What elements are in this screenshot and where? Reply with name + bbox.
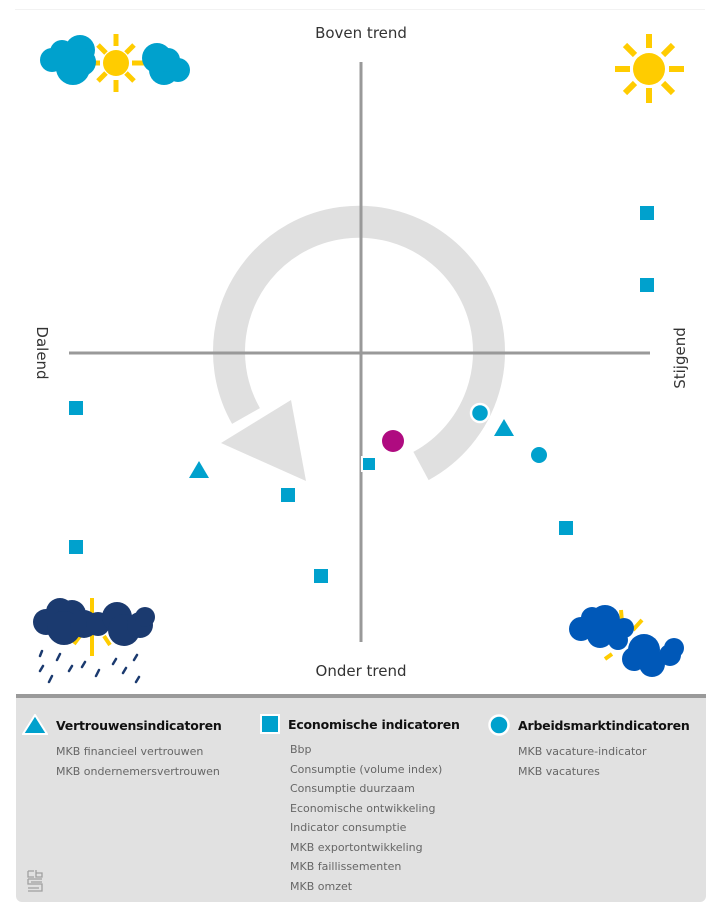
- legend-group-economisch: Economische indicatoren Bbp Consumptie (…: [260, 714, 460, 896]
- dark-clouds-icon: [569, 605, 684, 677]
- square-marker[interactable]: [281, 488, 295, 502]
- legend-item: Consumptie duurzaam: [290, 782, 415, 795]
- legend-item: Bbp: [290, 743, 312, 756]
- cycle-arrow-icon: [213, 205, 505, 481]
- axis-label-top: Boven trend: [315, 24, 407, 42]
- axis-label-right: Stijgend: [671, 327, 689, 389]
- top-divider: [15, 9, 705, 10]
- business-cycle-chart: [33, 34, 684, 684]
- circle-marker[interactable]: [531, 447, 547, 463]
- axis-label-left: Dalend: [33, 326, 51, 380]
- legend-group-vertrouwen: Vertrouwensindicatoren MKB financieel ve…: [22, 714, 222, 781]
- legend-item: MKB ondernemersvertrouwen: [56, 764, 220, 778]
- legend-group-arbeidsmarkt: Arbeidsmarktindicatoren MKB vacature-ind…: [488, 714, 690, 781]
- triangle-marker[interactable]: [494, 419, 514, 436]
- triangle-icon: [22, 714, 48, 735]
- legend-item: Consumptie (volume index): [290, 762, 443, 776]
- axis-label-bottom: Onder trend: [315, 662, 407, 680]
- cbs-logo-icon: [27, 870, 43, 892]
- square-marker[interactable]: [314, 569, 328, 583]
- circle-icon: [488, 714, 510, 736]
- square-marker[interactable]: [640, 206, 654, 220]
- legend-item: Indicator consumptie: [290, 821, 407, 834]
- legend-item: MKB omzet: [290, 879, 353, 893]
- legend: Vertrouwensindicatoren MKB financieel ve…: [16, 694, 706, 902]
- legend-title: Economische indicatoren: [288, 716, 460, 732]
- square-marker[interactable]: [361, 456, 377, 472]
- square-marker[interactable]: [559, 521, 573, 535]
- legend-item: MKB exportontwikkeling: [290, 840, 423, 854]
- legend-item: MKB financieel vertrouwen: [56, 745, 204, 758]
- economische-indicatoren-markers: [69, 206, 654, 583]
- rain-cloud-icon: [33, 598, 155, 684]
- circle-marker[interactable]: [469, 402, 491, 424]
- sun-behind-clouds-icon: [40, 34, 190, 92]
- legend-title: Vertrouwensindicatoren: [56, 717, 222, 733]
- legend-item: MKB faillissementen: [290, 860, 402, 873]
- vertrouwensindicatoren-markers: [189, 419, 514, 478]
- triangle-marker[interactable]: [189, 461, 209, 478]
- sun-icon: [615, 34, 684, 103]
- square-icon: [260, 714, 280, 734]
- square-marker[interactable]: [69, 540, 83, 554]
- legend-title: Arbeidsmarktindicatoren: [518, 717, 690, 733]
- legend-item: MKB vacatures: [518, 764, 600, 778]
- arbeidsmarktindicatoren-markers: [469, 402, 547, 463]
- legend-item: Economische ontwikkeling: [290, 801, 436, 815]
- legend-item: MKB vacature-indicator: [518, 745, 647, 758]
- square-marker[interactable]: [640, 278, 654, 292]
- highlight-marker[interactable]: [382, 430, 404, 452]
- square-marker[interactable]: [69, 401, 83, 415]
